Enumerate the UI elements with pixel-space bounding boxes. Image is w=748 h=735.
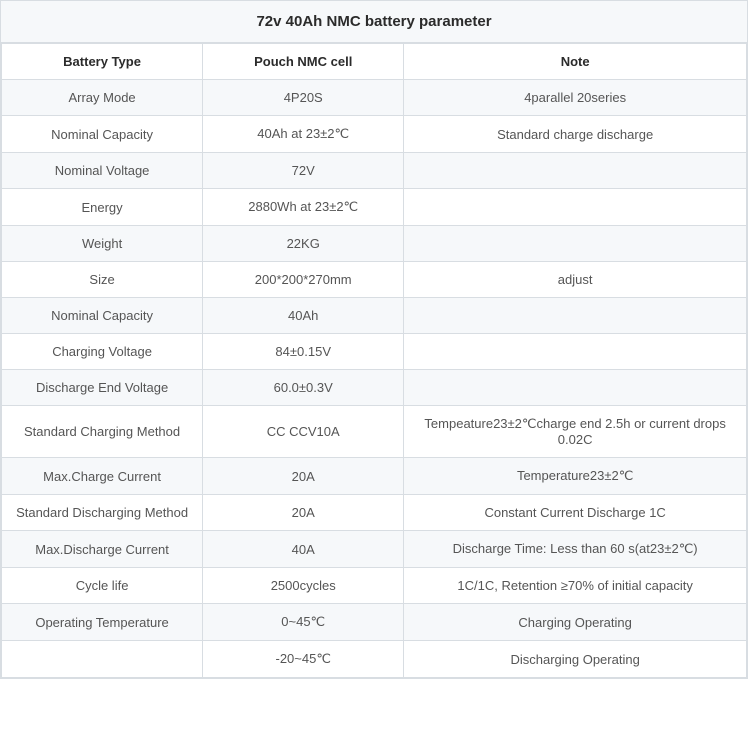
table-cell: Max.Charge Current	[2, 458, 203, 495]
table-row: Cycle life2500cycles1C/1C, Retention ≥70…	[2, 568, 747, 604]
table-cell: 60.0±0.3V	[203, 370, 404, 406]
table-cell: 72V	[203, 153, 404, 189]
table-cell: CC CCV10A	[203, 406, 404, 458]
col-header-note: Note	[404, 44, 747, 80]
table-cell: Standard Charging Method	[2, 406, 203, 458]
table-cell: Discharging Operating	[404, 641, 747, 678]
table-row: Operating Temperature0~45℃Charging Opera…	[2, 604, 747, 641]
table-cell: Nominal Capacity	[2, 298, 203, 334]
table-cell	[404, 189, 747, 226]
table-cell: Operating Temperature	[2, 604, 203, 641]
table-cell: Charging Voltage	[2, 334, 203, 370]
table-cell: 200*200*270mm	[203, 262, 404, 298]
table-cell: Cycle life	[2, 568, 203, 604]
table-cell	[404, 370, 747, 406]
table-row: Nominal Capacity40Ah at 23±2℃Standard ch…	[2, 116, 747, 153]
table-cell: Constant Current Discharge 1C	[404, 495, 747, 531]
table-cell: Discharge Time: Less than 60 s(at23±2℃)	[404, 531, 747, 568]
table-cell: Nominal Voltage	[2, 153, 203, 189]
table-row: Max.Charge Current20ATemperature23±2℃	[2, 458, 747, 495]
table-row: Array Mode4P20S4parallel 20series	[2, 80, 747, 116]
table-row: Nominal Capacity40Ah	[2, 298, 747, 334]
table-header-row: Battery Type Pouch NMC cell Note	[2, 44, 747, 80]
table-row: Discharge End Voltage60.0±0.3V	[2, 370, 747, 406]
spec-table: Battery Type Pouch NMC cell Note Array M…	[1, 43, 747, 678]
table-cell: 40Ah at 23±2℃	[203, 116, 404, 153]
table-cell: Max.Discharge Current	[2, 531, 203, 568]
table-cell: Charging Operating	[404, 604, 747, 641]
table-row: Standard Charging MethodCC CCV10ATempeat…	[2, 406, 747, 458]
table-row: Weight22KG	[2, 226, 747, 262]
table-cell: Array Mode	[2, 80, 203, 116]
table-row: Standard Discharging Method20AConstant C…	[2, 495, 747, 531]
table-row: Size200*200*270mmadjust	[2, 262, 747, 298]
table-cell	[404, 153, 747, 189]
table-cell	[2, 641, 203, 678]
table-cell: 2880Wh at 23±2℃	[203, 189, 404, 226]
table-cell: 4P20S	[203, 80, 404, 116]
table-cell: Nominal Capacity	[2, 116, 203, 153]
table-title: 72v 40Ah NMC battery parameter	[1, 1, 747, 43]
table-cell: Size	[2, 262, 203, 298]
table-cell: -20~45℃	[203, 641, 404, 678]
table-cell: 0~45℃	[203, 604, 404, 641]
table-cell: 40A	[203, 531, 404, 568]
table-row: Nominal Voltage72V	[2, 153, 747, 189]
table-row: -20~45℃Discharging Operating	[2, 641, 747, 678]
table-cell	[404, 298, 747, 334]
table-cell: Discharge End Voltage	[2, 370, 203, 406]
spec-table-container: 72v 40Ah NMC battery parameter Battery T…	[0, 0, 748, 679]
table-cell: 22KG	[203, 226, 404, 262]
table-cell: 4parallel 20series	[404, 80, 747, 116]
table-cell: adjust	[404, 262, 747, 298]
table-cell	[404, 226, 747, 262]
table-cell: Weight	[2, 226, 203, 262]
col-header-battery-type: Battery Type	[2, 44, 203, 80]
table-cell: 20A	[203, 495, 404, 531]
table-cell: Temperature23±2℃	[404, 458, 747, 495]
table-body: Array Mode4P20S4parallel 20seriesNominal…	[2, 80, 747, 678]
table-row: Energy2880Wh at 23±2℃	[2, 189, 747, 226]
table-cell: Energy	[2, 189, 203, 226]
table-cell: Tempeature23±2℃charge end 2.5h or curren…	[404, 406, 747, 458]
table-cell: Standard Discharging Method	[2, 495, 203, 531]
col-header-pouch-nmc: Pouch NMC cell	[203, 44, 404, 80]
table-cell: 40Ah	[203, 298, 404, 334]
table-cell: 1C/1C, Retention ≥70% of initial capacit…	[404, 568, 747, 604]
table-cell	[404, 334, 747, 370]
table-row: Max.Discharge Current40ADischarge Time: …	[2, 531, 747, 568]
table-cell: 20A	[203, 458, 404, 495]
table-cell: Standard charge discharge	[404, 116, 747, 153]
table-cell: 2500cycles	[203, 568, 404, 604]
table-cell: 84±0.15V	[203, 334, 404, 370]
table-row: Charging Voltage84±0.15V	[2, 334, 747, 370]
